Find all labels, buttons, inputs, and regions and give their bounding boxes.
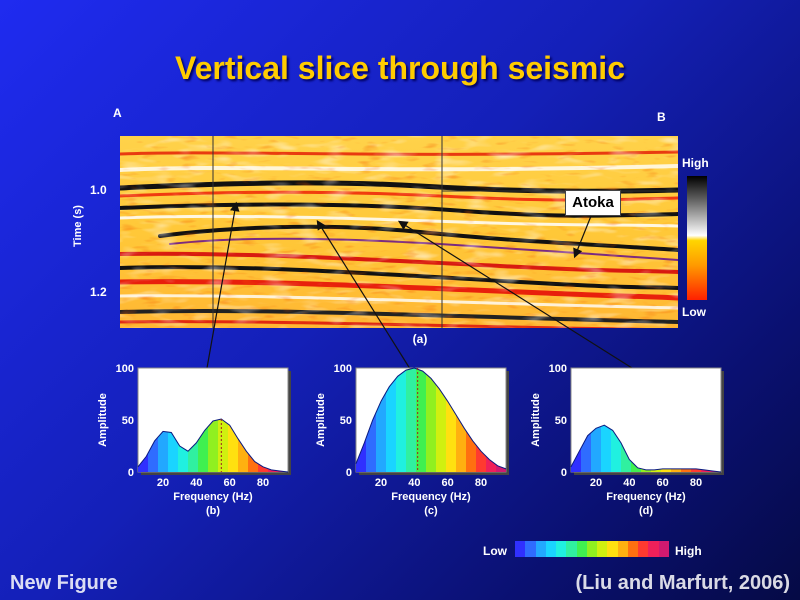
spectrum-chart-d: 0 50 100 20 40 60 80 Frequency (Hz) (d) Amplitude <box>530 363 724 517</box>
page-title: Vertical slice through seismic <box>175 50 625 86</box>
legend-swatch <box>586 541 598 557</box>
legend-swatch <box>597 541 608 557</box>
legend-swatch <box>658 541 669 557</box>
y-tick-label: 50 <box>340 415 352 427</box>
legend-swatch <box>566 541 577 557</box>
x-axis-label: Frequency (Hz) <box>391 491 471 503</box>
section-right-label: B <box>657 110 666 124</box>
seismic-section <box>120 136 678 328</box>
footer-left: New Figure <box>10 572 118 594</box>
colorbar-low-label: Low <box>682 305 706 319</box>
y-tick-label: 50 <box>555 415 567 427</box>
x-tick-label: 20 <box>157 477 169 489</box>
x-tick-label: 60 <box>657 477 669 489</box>
spectrum-legend-high: High <box>675 544 702 558</box>
x-tick-label: 40 <box>408 477 420 489</box>
legend-swatch <box>535 541 546 557</box>
legend-swatch <box>515 541 526 557</box>
chart-caption: (d) <box>639 505 653 517</box>
legend-swatch <box>617 541 628 557</box>
x-axis-label: Frequency (Hz) <box>606 491 686 503</box>
legend-swatch <box>576 541 587 557</box>
x-tick-label: 20 <box>590 477 602 489</box>
spectrum-legend-low: Low <box>483 544 507 558</box>
footer-right: (Liu and Marfurt, 2006) <box>575 572 790 594</box>
x-tick-label: 80 <box>475 477 487 489</box>
section-y-tick-1: 1.0 <box>90 183 107 197</box>
x-tick-label: 40 <box>190 477 202 489</box>
y-tick-label: 0 <box>128 467 134 479</box>
y-tick-label: 100 <box>334 363 352 375</box>
y-tick-label: 100 <box>116 363 134 375</box>
x-tick-label: 60 <box>442 477 454 489</box>
spectrum-legend-bar <box>515 541 669 557</box>
spectrum-line <box>570 424 722 473</box>
x-tick-label: 80 <box>690 477 702 489</box>
spectrum-chart-b: 0 50 100 20 40 60 80 Frequency (Hz) (b) Amplitude <box>97 363 291 517</box>
legend-swatch <box>545 541 557 557</box>
x-tick-label: 80 <box>257 477 269 489</box>
section-y-tick-2: 1.2 <box>90 285 107 299</box>
y-axis-label: Amplitude <box>315 393 327 447</box>
y-tick-label: 0 <box>561 467 567 479</box>
y-axis-label: Amplitude <box>530 393 542 447</box>
y-axis-label: Amplitude <box>97 393 109 447</box>
chart-caption: (c) <box>424 505 438 517</box>
x-tick-label: 60 <box>224 477 236 489</box>
legend-swatch <box>648 541 659 557</box>
legend-swatch <box>556 541 567 557</box>
spectrum-chart-c: 0 50 100 20 40 60 80 Frequency (Hz) (c) Amplitude <box>315 363 509 517</box>
atoka-annotation: Atoka <box>565 190 621 216</box>
x-axis-label: Frequency (Hz) <box>173 491 253 503</box>
y-tick-label: 50 <box>122 415 134 427</box>
chart-caption: (b) <box>206 505 220 517</box>
legend-swatch <box>607 541 618 557</box>
x-tick-label: 40 <box>623 477 635 489</box>
section-left-label: A <box>113 106 122 120</box>
legend-swatch <box>627 541 639 557</box>
seismic-colorbar <box>687 176 707 300</box>
legend-swatch <box>638 541 649 557</box>
section-caption: (a) <box>412 332 428 346</box>
legend-swatch <box>525 541 536 557</box>
y-tick-label: 0 <box>346 467 352 479</box>
section-y-label: Time (s) <box>72 205 84 247</box>
colorbar-high-label: High <box>682 156 709 170</box>
x-tick-label: 20 <box>375 477 387 489</box>
spectrum-line <box>355 367 507 470</box>
y-tick-label: 100 <box>549 363 567 375</box>
spectrum-line <box>137 418 289 473</box>
